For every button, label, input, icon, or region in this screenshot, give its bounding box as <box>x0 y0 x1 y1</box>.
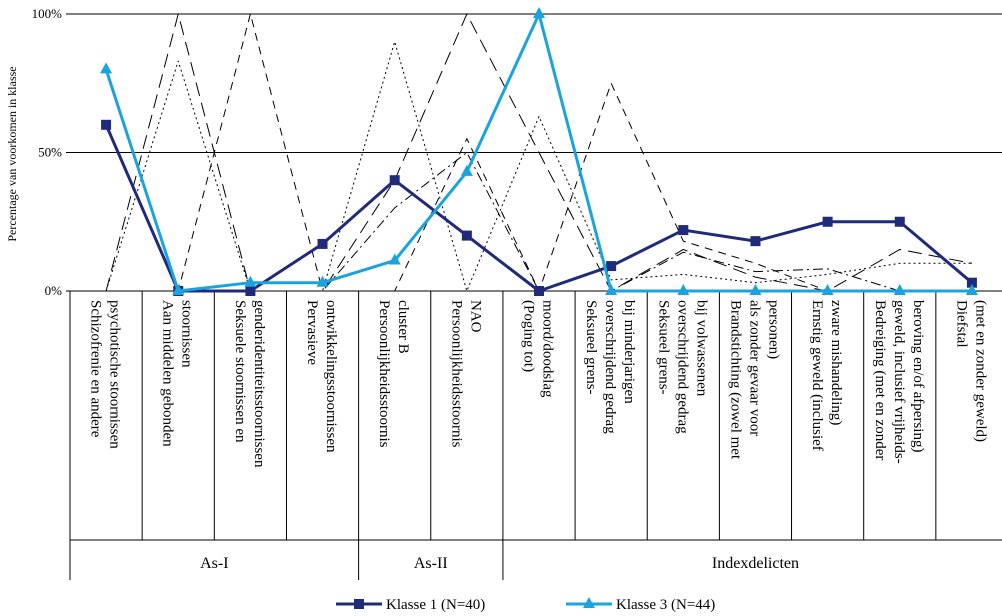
series-5 <box>105 41 972 292</box>
data-point <box>388 253 401 265</box>
series-line <box>105 41 972 292</box>
data-point <box>965 284 978 295</box>
category-label: Seksueel grens-overschrijdend gedrag bij … <box>655 300 709 434</box>
y-axis-label: Percentage van voorkomen in klasse <box>5 66 19 241</box>
data-point <box>244 275 257 287</box>
category-label: Aan middelen gebonden stoornissen <box>160 300 195 447</box>
category-label: Ernstig geweld (inclusief zware mishandel… <box>809 300 844 451</box>
category-label: Diefstal (met en zonder geweld) <box>953 300 988 442</box>
y-tick-label: 100% <box>32 6 63 21</box>
legend-label: Klasse 3 (N=44) <box>616 597 715 613</box>
category-label: (Poging tot) moord/doodslag <box>521 300 556 398</box>
data-point <box>606 261 617 272</box>
series-2 <box>100 7 978 295</box>
category-label: Persoonlijkheidsstoornis NAO <box>448 300 483 448</box>
data-point <box>605 284 618 295</box>
data-point <box>389 175 400 186</box>
data-point <box>750 236 761 247</box>
category-label: Bedreiging (met en zonder geweld, inclusi… <box>872 300 926 464</box>
data-point <box>460 164 473 176</box>
category-label: Brandstichting (zowel met als zonder geva… <box>727 300 781 460</box>
data-point <box>245 286 256 296</box>
group-label: As-II <box>414 555 448 572</box>
category-label: Schizofrenie en andere psychotische stoor… <box>88 300 123 449</box>
data-point <box>316 275 329 287</box>
data-point <box>534 286 544 296</box>
y-tick-label: 50% <box>38 145 62 160</box>
group-label: As-I <box>200 555 228 572</box>
legend-label: Klasse 1 (N=40) <box>386 597 485 613</box>
data-point <box>533 7 545 18</box>
series-lines <box>100 7 978 296</box>
data-point <box>749 284 762 295</box>
data-point <box>893 284 906 295</box>
category-label: Pervasieve ontwikkelingsstoornissen <box>304 300 339 453</box>
data-point <box>461 230 472 241</box>
category-label: Persoonlijkheidsstoornis cluster B <box>376 300 411 448</box>
legend-marker <box>583 597 595 608</box>
data-point <box>172 284 185 295</box>
data-point <box>678 225 689 236</box>
data-point <box>317 238 328 249</box>
legend-marker <box>354 599 364 609</box>
legend-item: Klasse 1 (N=40) <box>336 597 485 613</box>
category-labels: Schizofrenie en andere psychotische stoor… <box>88 300 989 468</box>
legend-item: Klasse 3 (N=44) <box>566 597 715 613</box>
category-axis <box>69 291 1002 580</box>
category-label: Seksuele stoornissen en genderidentiteits… <box>232 300 267 468</box>
data-point <box>894 216 905 227</box>
category-label: Seksueel grens-overschrijdend gedrag bij … <box>583 300 637 434</box>
series-line <box>104 124 973 293</box>
data-point <box>821 284 834 295</box>
y-tick-label: 0% <box>45 283 63 298</box>
data-point <box>966 277 977 288</box>
legend: Klasse 1 (N=40) Klasse 3 (N=44) <box>336 597 715 613</box>
data-point <box>677 284 690 295</box>
series-1 <box>101 119 977 296</box>
y-axis-ticks: 0% 50% 100% <box>32 6 63 298</box>
group-labels: As-I As-II Indexdelicten <box>200 555 799 572</box>
data-point <box>100 62 113 74</box>
data-point <box>101 119 112 130</box>
group-label: Indexdelicten <box>712 555 799 572</box>
data-point <box>822 216 833 227</box>
